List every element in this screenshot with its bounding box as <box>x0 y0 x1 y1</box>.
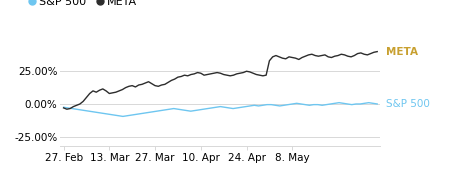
S&P 500 <box>310 104 316 106</box>
META <box>243 70 249 72</box>
META <box>61 107 66 109</box>
META <box>145 81 151 83</box>
S&P 500 <box>323 104 328 106</box>
Text: META: META <box>385 47 417 57</box>
Line: S&P 500: S&P 500 <box>63 103 376 116</box>
META <box>64 108 69 110</box>
S&P 500 <box>314 104 320 106</box>
META <box>374 50 379 53</box>
S&P 500 <box>348 104 354 106</box>
Text: S&P 500: S&P 500 <box>385 99 429 109</box>
META <box>220 73 226 76</box>
META <box>74 104 79 106</box>
S&P 500 <box>336 102 341 104</box>
S&P 500 <box>61 106 66 108</box>
S&P 500 <box>302 104 307 106</box>
META <box>305 54 311 56</box>
S&P 500 <box>86 110 92 112</box>
S&P 500 <box>374 103 379 105</box>
S&P 500 <box>120 115 125 118</box>
Legend: S&P 500, META: S&P 500, META <box>24 0 141 11</box>
Line: META: META <box>63 52 376 109</box>
META <box>87 92 92 95</box>
